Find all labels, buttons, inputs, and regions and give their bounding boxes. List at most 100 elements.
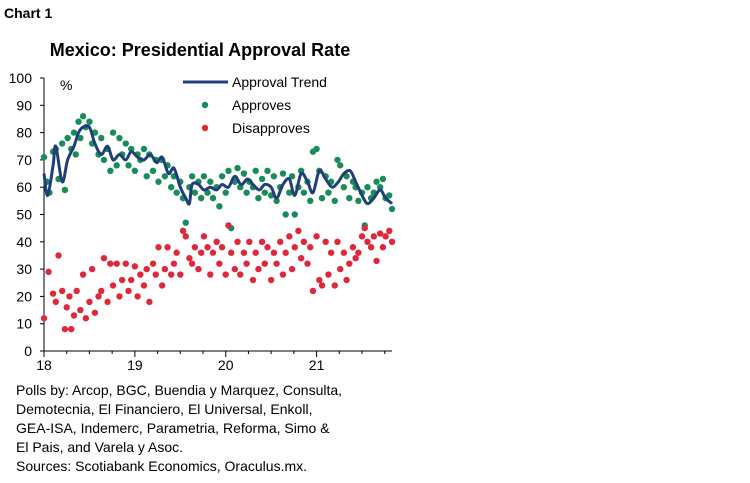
disapproves-point (77, 306, 84, 314)
approves-point (64, 134, 71, 142)
legend-trend-label: Approval Trend (232, 74, 327, 90)
approves-point (77, 134, 84, 142)
approves-point (191, 189, 199, 196)
disapproves-point (270, 249, 278, 256)
disapproves-point (358, 233, 366, 240)
approves-point (346, 194, 353, 202)
approves-point (79, 113, 87, 120)
y-tick-label: 70 (16, 152, 32, 168)
disapproves-point (207, 271, 214, 278)
approves-point (373, 178, 380, 185)
disapproves-point (134, 293, 141, 300)
disapproves-point (68, 325, 75, 333)
disapproves-point (107, 260, 114, 267)
disapproves-point (261, 260, 268, 267)
y-tick-label: 20 (16, 288, 32, 304)
disapproves-point (140, 282, 148, 289)
disapproves-point (297, 254, 305, 262)
disapproves-point (82, 315, 89, 322)
disapproves-point (197, 249, 205, 256)
disapproves-point (49, 290, 57, 297)
disapproves-point (352, 254, 359, 262)
disapproves-point (337, 265, 344, 273)
disapproves-point (131, 263, 139, 270)
disapproves-point (349, 244, 357, 251)
disapproves-point (331, 282, 338, 289)
disapproves-point (227, 249, 235, 256)
approves-point (282, 211, 289, 218)
y-tick-label: 30 (16, 261, 32, 277)
approves-point (364, 184, 371, 191)
disapproves-point (255, 265, 262, 273)
approval-trend-line (42, 124, 393, 206)
approves-point (343, 173, 350, 180)
approves-point (216, 203, 223, 210)
approves-point (340, 184, 348, 191)
disapproves-point (309, 287, 317, 295)
disapproves-point (361, 224, 368, 232)
disapproves-point (143, 265, 150, 273)
chart-notes: Polls by: Arcop, BGC, Buendia y Marquez,… (16, 381, 342, 476)
approves-point (291, 211, 298, 218)
approves-point (334, 156, 341, 164)
disapproves-point (237, 271, 244, 278)
disapproves-point (334, 238, 341, 245)
disapproves-point (273, 260, 280, 267)
disapproves-point (231, 265, 239, 273)
approves-point (279, 170, 287, 177)
disapproves-point (122, 260, 129, 267)
disapproves-point (109, 282, 117, 289)
approves-point (307, 197, 314, 205)
approves-point (286, 189, 293, 196)
y-axis-unit: % (60, 77, 72, 93)
approves-point (255, 194, 262, 202)
y-tick-label: 90 (16, 97, 32, 113)
y-tick-label: 40 (16, 234, 32, 250)
approves-point (209, 194, 217, 202)
approves-point (75, 118, 82, 125)
y-tick-label: 60 (16, 179, 32, 195)
disapproves-point (170, 260, 178, 267)
note-line: Polls by: Arcop, BGC, Buendia y Marquez,… (16, 382, 343, 398)
disapproves-point (66, 293, 73, 300)
disapproves-point (70, 312, 78, 319)
approves-point (337, 162, 344, 169)
disapproves-point (164, 244, 171, 251)
approves-point (313, 145, 320, 153)
disapproves-point (376, 230, 384, 237)
disapproves-point (149, 260, 157, 267)
approves-point (204, 189, 211, 196)
chart-legend: Approval Trend Approves Disapproves (183, 74, 327, 136)
disapproves-point (367, 244, 375, 251)
disapproves-point (249, 276, 257, 284)
disapproves-point (52, 298, 60, 306)
approves-point (122, 140, 129, 147)
approves-point (273, 197, 280, 205)
disapproves-point (300, 238, 308, 245)
disapproves-point (55, 252, 62, 259)
approves-point (300, 189, 308, 196)
approves-point (207, 178, 214, 185)
disapproves-point (264, 244, 271, 251)
approves-point (325, 189, 332, 196)
approves-point (331, 197, 338, 205)
disapproves-point (279, 271, 287, 278)
approves-point (131, 167, 139, 175)
y-tick-label: 10 (16, 316, 32, 332)
approves-point (140, 145, 148, 153)
disapproves-point (63, 304, 70, 311)
disapproves-point (258, 238, 266, 245)
approves-point (222, 189, 229, 196)
disapproves-point (246, 238, 253, 245)
approves-point (173, 189, 180, 196)
disapproves-point (128, 276, 135, 284)
approves-point (155, 178, 162, 185)
disapproves-point (58, 287, 66, 295)
chart-title: Mexico: Presidential Approval Rate (49, 40, 351, 60)
approves-point (182, 219, 189, 226)
disapproves-point (45, 268, 52, 276)
approves-point (143, 173, 150, 180)
disapproves-point (200, 233, 208, 240)
note-line: Sources: Scotiabank Economics, Oraculus.… (16, 458, 308, 474)
